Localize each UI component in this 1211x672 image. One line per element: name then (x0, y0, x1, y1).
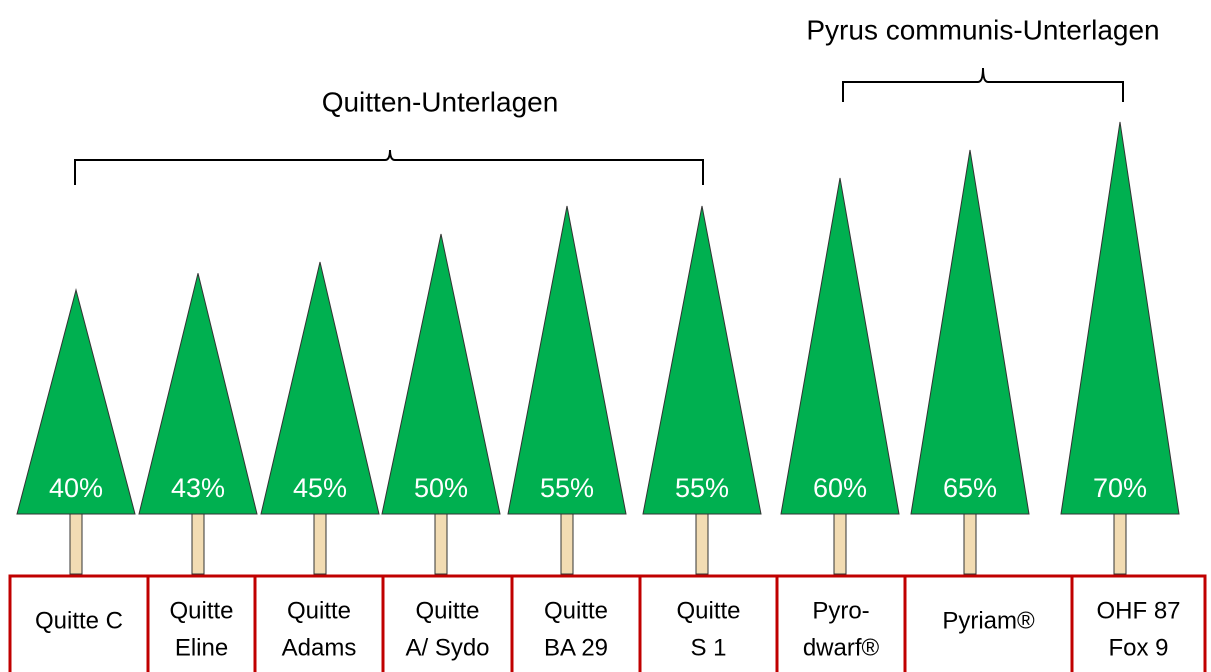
tree (911, 150, 1029, 514)
value-label: 60% (813, 473, 867, 503)
trunk (964, 514, 976, 574)
trunk (192, 514, 204, 574)
category-label: Quitte C (35, 607, 123, 634)
category-label: OHF 87 (1096, 597, 1180, 624)
category-label: dwarf® (803, 634, 880, 661)
category-label: A/ Sydo (405, 634, 489, 661)
value-label: 65% (943, 473, 997, 503)
trunk (435, 514, 447, 574)
chart: Quitten-Unterlagen Pyrus communis-Unterl… (0, 0, 1211, 672)
group-label: Pyrus communis-Unterlagen (806, 14, 1159, 45)
group-label: Quitten-Unterlagen (322, 86, 559, 117)
bracket (843, 68, 1123, 102)
value-label: 45% (293, 473, 347, 503)
tree (643, 206, 761, 514)
category-label: Adams (282, 634, 357, 661)
value-label: 70% (1093, 473, 1147, 503)
trunk (834, 514, 846, 574)
category-label: Pyriam® (942, 607, 1035, 634)
trunk (696, 514, 708, 574)
value-label: 50% (414, 473, 468, 503)
category-label: Quitte (415, 597, 479, 624)
category-label: Pyro- (812, 597, 869, 624)
trunk (561, 514, 573, 574)
trunk (1114, 514, 1126, 574)
category-label: Quitte (544, 597, 608, 624)
category-label: Fox 9 (1108, 634, 1168, 661)
trunk (70, 514, 82, 574)
tree (781, 178, 899, 514)
tree (1061, 122, 1179, 514)
bracket (75, 150, 703, 185)
value-label: 55% (540, 473, 594, 503)
trunk (314, 514, 326, 574)
value-label: 40% (49, 473, 103, 503)
page: Quitten-Unterlagen Pyrus communis-Unterl… (0, 0, 1211, 672)
category-label: Quitte (169, 597, 233, 624)
category-label: Quitte (287, 597, 351, 624)
tree (508, 206, 626, 514)
value-label: 55% (675, 473, 729, 503)
value-label: 43% (171, 473, 225, 503)
tree (382, 234, 500, 514)
category-label: Eline (175, 634, 228, 661)
category-label: BA 29 (544, 634, 608, 661)
category-label: Quitte (676, 597, 740, 624)
category-label: S 1 (690, 634, 726, 661)
